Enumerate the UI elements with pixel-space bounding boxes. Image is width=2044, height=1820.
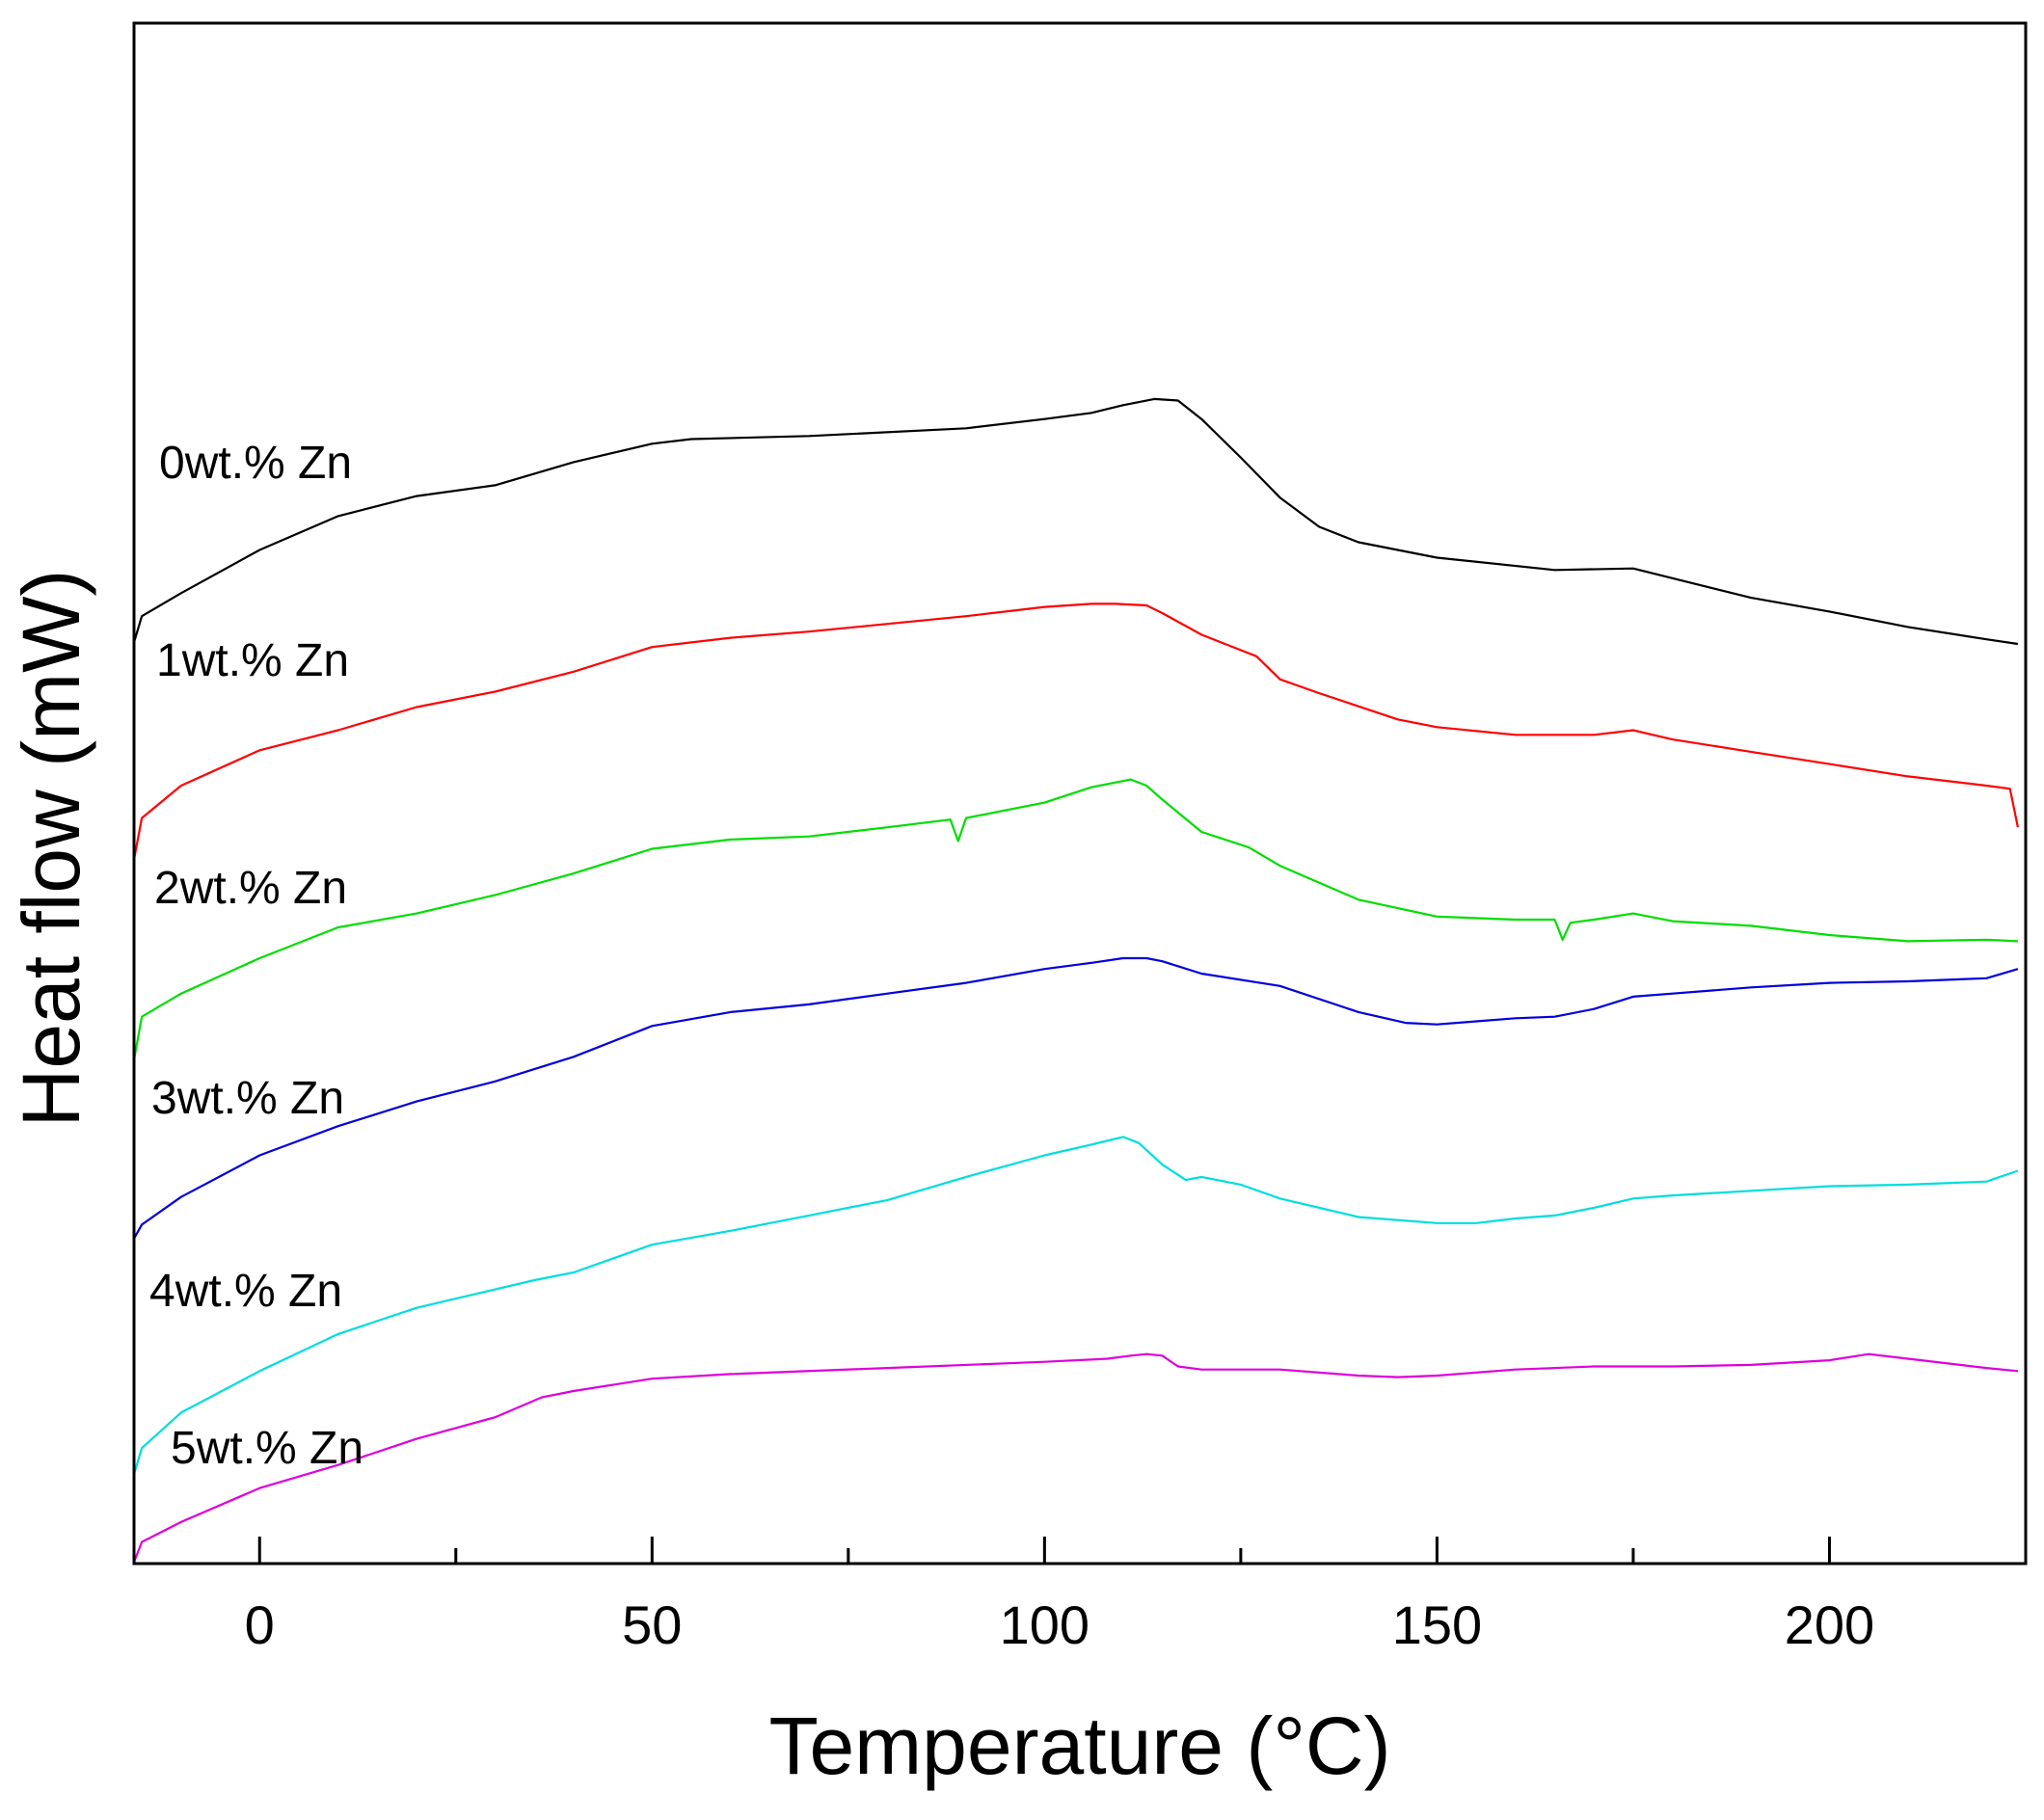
y-axis-title: Heat flow (mW) xyxy=(6,570,96,1128)
series-label-5wt: 5wt.% Zn xyxy=(171,1423,363,1474)
series-line-3 xyxy=(133,956,2019,1240)
series-layer xyxy=(132,397,2019,1563)
x-tick-label: 200 xyxy=(1785,1594,1874,1655)
series-line-0 xyxy=(132,397,2019,646)
series-label-4wt: 4wt.% Zn xyxy=(149,1266,342,1317)
x-tick-label: 150 xyxy=(1392,1594,1482,1655)
series-line-4 xyxy=(132,1136,2019,1475)
series-line-1 xyxy=(132,602,2019,860)
series-label-2wt: 2wt.% Zn xyxy=(154,863,347,914)
x-tick-label: 100 xyxy=(1000,1594,1089,1655)
x-axis-tick-labels: 0 50 100 150 200 xyxy=(245,1594,1875,1655)
x-tick-label: 50 xyxy=(622,1594,682,1655)
series-label-3wt: 3wt.% Zn xyxy=(151,1073,344,1124)
x-tick-label: 0 xyxy=(245,1594,275,1655)
series-label-0wt: 0wt.% Zn xyxy=(159,438,352,489)
x-axis-title: Temperature (°C) xyxy=(768,1700,1390,1791)
x-axis-ticks xyxy=(257,1537,1831,1564)
series-line-2 xyxy=(132,778,2018,1060)
series-label-1wt: 1wt.% Zn xyxy=(156,635,349,686)
plot-frame xyxy=(132,21,2028,1566)
series-line-5 xyxy=(132,1352,2019,1563)
